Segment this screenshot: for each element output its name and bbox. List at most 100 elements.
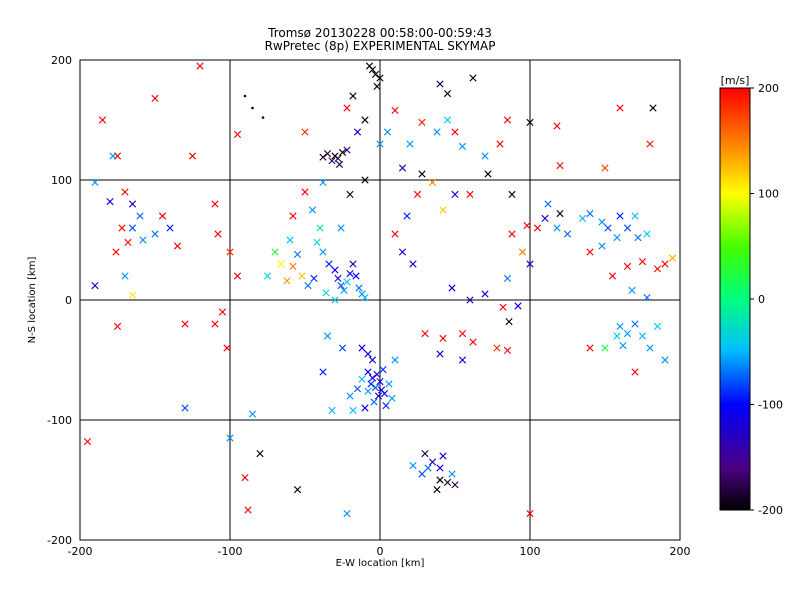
x-marker xyxy=(338,148,347,156)
x-marker xyxy=(283,277,291,285)
x-marker xyxy=(439,452,447,460)
x-marker xyxy=(586,344,594,352)
x-marker xyxy=(376,378,384,386)
x-marker xyxy=(91,282,99,290)
x-marker xyxy=(358,344,366,352)
x-marker xyxy=(121,188,129,196)
grid-lines xyxy=(80,60,680,540)
x-marker xyxy=(226,434,234,442)
x-marker xyxy=(118,224,126,232)
x-marker xyxy=(358,375,366,383)
chart-title: Tromsø 20130228 00:58:00-00:59:43 xyxy=(267,26,492,40)
x-marker xyxy=(361,404,369,412)
x-marker xyxy=(598,242,606,250)
plot-frame xyxy=(79,59,681,541)
x-marker xyxy=(365,62,374,70)
x-marker xyxy=(623,262,632,270)
x-marker xyxy=(428,178,437,186)
x-marker xyxy=(443,90,452,98)
x-marker xyxy=(289,212,297,220)
x-marker xyxy=(653,322,662,330)
x-marker xyxy=(556,162,564,170)
x-marker xyxy=(364,350,372,358)
x-axis-label: E-W location [km] xyxy=(336,558,425,569)
x-marker xyxy=(601,344,609,352)
x-marker xyxy=(223,344,231,352)
data-points xyxy=(83,62,677,518)
x-marker xyxy=(343,510,351,518)
x-marker xyxy=(371,384,380,392)
x-marker xyxy=(337,224,345,232)
x-marker xyxy=(128,291,137,299)
x-marker xyxy=(323,332,332,340)
y-tick-label: -100 xyxy=(47,414,72,427)
x-marker xyxy=(298,272,306,280)
x-marker xyxy=(139,236,147,244)
x-marker xyxy=(458,142,467,150)
x-marker xyxy=(586,248,594,256)
colorbar: [m/s] -200 -100 0 100 200 xyxy=(719,74,783,517)
x-marker xyxy=(469,74,477,82)
x-marker xyxy=(106,198,114,206)
x-marker xyxy=(343,104,351,112)
x-marker xyxy=(505,318,513,326)
x-marker xyxy=(421,450,429,458)
x-marker xyxy=(436,350,444,358)
x-marker xyxy=(623,224,632,232)
x-marker xyxy=(458,330,467,338)
x-marker xyxy=(418,118,426,126)
x-marker xyxy=(503,346,512,354)
x-marker xyxy=(128,200,137,208)
x-marker xyxy=(496,140,504,148)
x-marker xyxy=(514,302,522,310)
x-marker xyxy=(448,284,456,292)
x-marker xyxy=(331,266,339,274)
x-marker xyxy=(616,322,624,330)
x-marker xyxy=(433,128,441,136)
x-marker xyxy=(403,212,411,220)
y-tick-label: 200 xyxy=(51,54,72,67)
x-marker xyxy=(343,278,351,286)
x-marker xyxy=(380,390,389,398)
x-marker xyxy=(349,406,357,414)
x-marker xyxy=(349,260,357,268)
x-marker xyxy=(218,308,227,316)
x-marker xyxy=(451,190,459,198)
x-marker xyxy=(391,106,399,114)
x-marker xyxy=(233,130,242,138)
x-marker xyxy=(385,380,393,388)
x-marker xyxy=(523,222,531,230)
x-marker xyxy=(418,470,426,478)
x-marker xyxy=(398,248,407,256)
x-marker xyxy=(613,332,621,340)
x-marker xyxy=(631,320,639,328)
x-marker xyxy=(337,282,345,290)
x-marker xyxy=(646,344,654,352)
x-marker xyxy=(668,254,677,262)
x-marker xyxy=(248,410,257,418)
x-marker xyxy=(466,190,474,198)
x-marker xyxy=(121,272,129,280)
x-marker xyxy=(361,176,369,184)
x-marker xyxy=(413,190,422,198)
x-tick-label: 200 xyxy=(670,545,691,558)
x-marker xyxy=(433,486,441,494)
x-marker xyxy=(661,260,669,268)
y-axis-label: N-S location [km] xyxy=(27,257,38,344)
x-tick-labels: -200 -100 0 100 200 xyxy=(68,545,691,558)
x-marker xyxy=(451,128,459,136)
x-marker xyxy=(304,282,312,290)
x-marker xyxy=(448,470,456,478)
x-marker xyxy=(439,334,447,342)
x-marker xyxy=(418,170,426,178)
x-marker xyxy=(481,290,489,298)
x-marker xyxy=(214,230,222,238)
x-marker xyxy=(364,368,372,376)
x-marker xyxy=(631,212,639,220)
x-marker xyxy=(553,122,561,130)
x-marker xyxy=(241,474,249,482)
x-marker xyxy=(556,210,564,218)
x-marker xyxy=(623,330,632,338)
x-marker xyxy=(136,212,144,220)
x-marker xyxy=(373,370,381,378)
